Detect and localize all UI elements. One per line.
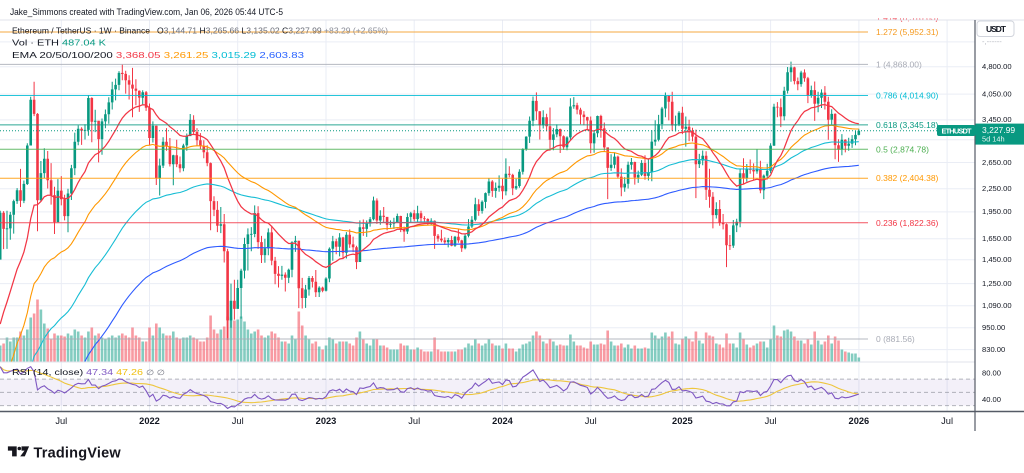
svg-text:4,800.00: 4,800.00 <box>982 62 1012 71</box>
svg-text:1,250.00: 1,250.00 <box>982 279 1012 288</box>
svg-text:40.00: 40.00 <box>982 395 1001 404</box>
svg-text:4,050.00: 4,050.00 <box>982 89 1012 98</box>
svg-text:0 (881.56): 0 (881.56) <box>876 334 915 344</box>
svg-text:Ethereum / TetherUS · 1W · Bin: Ethereum / TetherUS · 1W · Binance <box>12 26 150 36</box>
svg-text:2,650.00: 2,650.00 <box>982 158 1012 167</box>
svg-text:950.00: 950.00 <box>982 323 1005 332</box>
svg-text:80.00: 80.00 <box>982 368 1001 377</box>
svg-text:Jul: Jul <box>941 416 953 426</box>
svg-text:1.272 (5,952.31): 1.272 (5,952.31) <box>876 27 939 37</box>
svg-text:RSI (14, close) 47.34 47.26 ∅: RSI (14, close) 47.34 47.26 ∅ ∅ <box>12 367 166 377</box>
svg-text:Jul: Jul <box>765 416 777 426</box>
svg-text:2023: 2023 <box>316 416 337 426</box>
svg-text:ETHUSDT: ETHUSDT <box>942 126 972 135</box>
svg-text:EMA 20/50/100/200 3,368.05 3,2: EMA 20/50/100/200 3,368.05 3,261.25 3,01… <box>12 50 304 60</box>
svg-text:0.382 (2,404.38): 0.382 (2,404.38) <box>876 173 939 183</box>
svg-text:1,090.00: 1,090.00 <box>982 301 1012 310</box>
svg-text:3,450.00: 3,450.00 <box>982 115 1012 124</box>
svg-text:Jul: Jul <box>585 416 597 426</box>
svg-text:0.236 (1,822.36): 0.236 (1,822.36) <box>876 218 939 228</box>
svg-text:Jake_Simmons created with Trad: Jake_Simmons created with TradingView.co… <box>10 7 283 17</box>
svg-text:2022: 2022 <box>139 416 160 426</box>
svg-text:2024: 2024 <box>492 416 514 426</box>
svg-text:Jul: Jul <box>408 416 420 426</box>
svg-text:USDT: USDT <box>986 24 1007 34</box>
svg-text:Vol · ETH 487.04 K: Vol · ETH 487.04 K <box>12 38 106 48</box>
svg-text:2026: 2026 <box>849 416 870 426</box>
svg-text:Jul: Jul <box>232 416 244 426</box>
svg-text:0.618 (3,345.18): 0.618 (3,345.18) <box>876 120 939 130</box>
svg-text:2025: 2025 <box>672 416 693 426</box>
svg-text:5d 14h: 5d 14h <box>982 135 1005 144</box>
svg-text:0.786 (4,014.90): 0.786 (4,014.90) <box>876 91 939 101</box>
svg-text:1,650.00: 1,650.00 <box>982 234 1012 243</box>
svg-text:1,950.00: 1,950.00 <box>982 207 1012 216</box>
svg-text:1 (4,868.00): 1 (4,868.00) <box>876 59 922 69</box>
svg-text:830.00: 830.00 <box>982 345 1005 354</box>
svg-text:1,450.00: 1,450.00 <box>982 255 1012 264</box>
svg-text:-,------: -,------ <box>982 37 1002 46</box>
svg-text:2,250.00: 2,250.00 <box>982 184 1012 193</box>
svg-text:TradingView: TradingView <box>34 446 122 462</box>
svg-text:3,227.99: 3,227.99 <box>982 125 1015 135</box>
svg-text:Jul: Jul <box>55 416 67 426</box>
svg-text:0.5 (2,874.78): 0.5 (2,874.78) <box>876 144 929 154</box>
svg-text:O3,144.71 H3,265.66 L3,135.02: O3,144.71 H3,265.66 L3,135.02 C3,227.99 … <box>157 26 388 36</box>
